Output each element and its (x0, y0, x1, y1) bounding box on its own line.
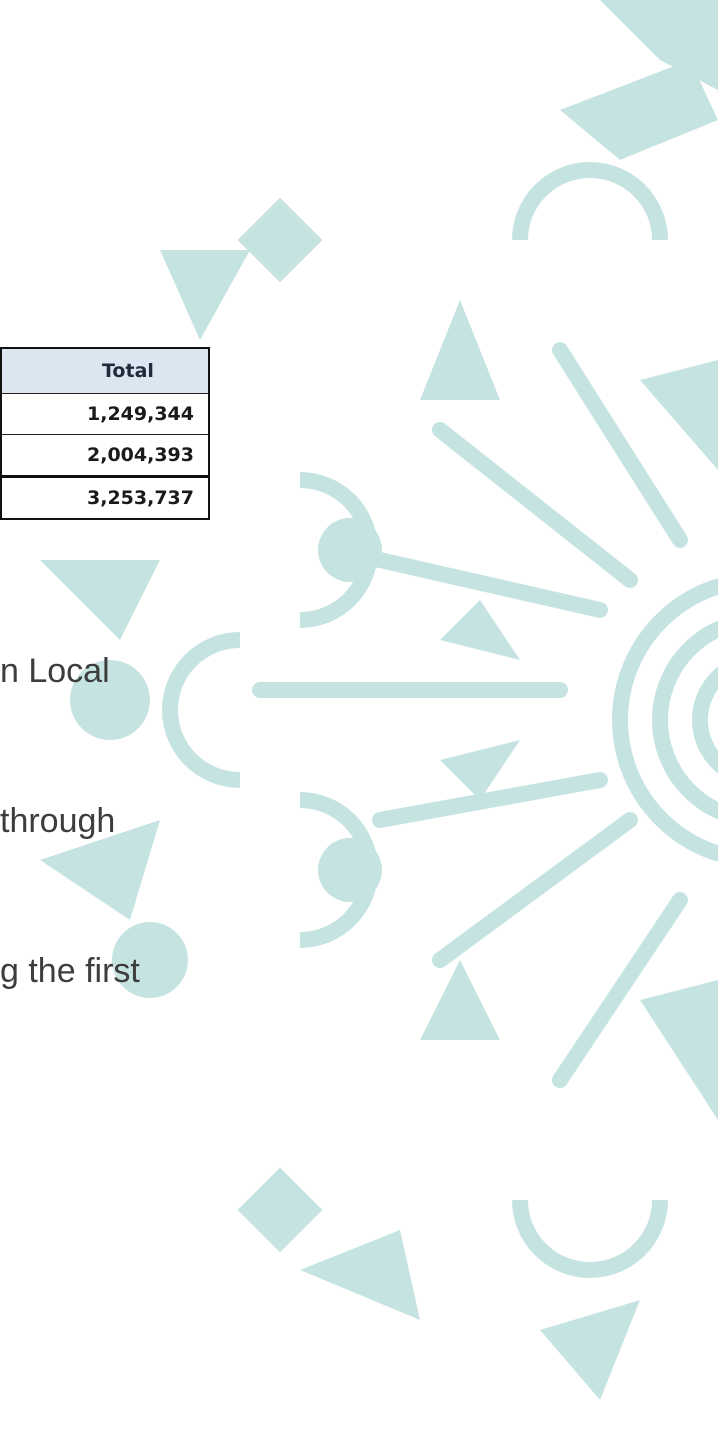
data-table: Total 1,249,344 2,004,393 3,253,737 (0, 347, 210, 520)
text-line: g the first (0, 952, 140, 991)
table-cell: 2,004,393 (1, 435, 209, 477)
text-line: through (0, 802, 115, 841)
decorative-mandala (0, 0, 718, 1440)
table-header: Total (1, 348, 209, 394)
page: Total 1,249,344 2,004,393 3,253,737 n Lo… (0, 0, 718, 1440)
text-line: n Local (0, 652, 110, 691)
table-total-cell: 3,253,737 (1, 477, 209, 520)
table-cell: 1,249,344 (1, 394, 209, 435)
